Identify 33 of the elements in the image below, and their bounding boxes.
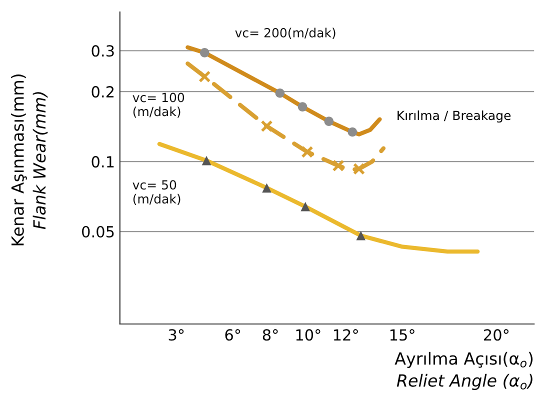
point [332, 160, 344, 172]
point [300, 202, 310, 212]
point [260, 120, 273, 132]
point [348, 127, 358, 137]
x-tick-label: 20° [484, 329, 509, 341]
y-tick-label: 0.05 [82, 226, 114, 238]
y-axis-title: Kenar Aşınması(mm) Flank Wear(mm) [11, 74, 48, 246]
point [352, 162, 366, 175]
text: vc= 50 (m/dak) [132, 180, 180, 206]
point [301, 146, 314, 158]
line-series [186, 61, 386, 172]
x-tick-label: 3° [168, 329, 184, 341]
point [262, 183, 272, 193]
text: vc= 100 (m/dak) [132, 92, 184, 118]
y-tick-label: 0.1 [92, 156, 114, 168]
x-tick-label: 15° [390, 329, 414, 341]
point [200, 48, 210, 58]
y-tick-label: 0.3 [92, 45, 114, 57]
line-series [186, 45, 382, 136]
point [198, 70, 211, 83]
point [298, 102, 308, 112]
point [324, 116, 334, 126]
annotation: Kırılma / Breakage [398, 110, 511, 123]
x-axis-title: Ayrılma Açısı(α$_{o}$) Reliet Angle (α$_{o}$) [394, 352, 533, 390]
x-tick-label: 8° [262, 329, 278, 341]
text: vc= 200(m/dak) [235, 28, 336, 39]
x-tick-label: 6° [225, 329, 240, 341]
point [275, 88, 285, 98]
x-tick-label: 10° [296, 329, 320, 341]
x-tick-label: 12° [334, 329, 358, 340]
y-tick-label: 0.2 [92, 86, 114, 98]
point [202, 156, 212, 166]
point [356, 230, 366, 240]
